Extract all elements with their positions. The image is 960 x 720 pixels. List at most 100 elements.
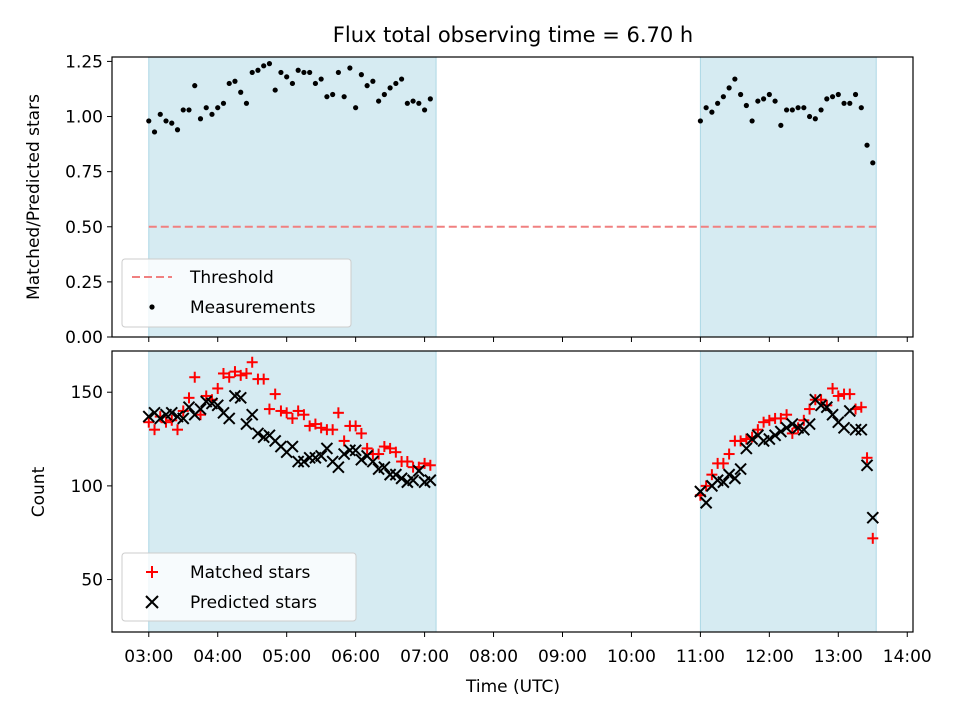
measurement-point xyxy=(806,113,813,120)
measurement-point xyxy=(318,76,324,82)
predicted-marker-b xyxy=(786,417,799,431)
matched-star-marker xyxy=(781,409,793,421)
matched-star-marker xyxy=(235,369,247,381)
measurement-point xyxy=(393,80,399,87)
measurement-point xyxy=(421,107,428,113)
top-shaded-span-1 xyxy=(700,57,877,337)
x-tick-label: 08:00 xyxy=(469,647,518,667)
predicted-marker-b xyxy=(832,415,845,429)
legend-threshold-label: Threshold xyxy=(189,268,274,288)
predicted-star-marker xyxy=(378,460,391,474)
matched-star-marker xyxy=(212,382,224,394)
predicted-marker-b xyxy=(366,455,380,468)
predicted-marker-b xyxy=(332,460,345,474)
measurement-point xyxy=(387,85,393,91)
matched-star-marker xyxy=(775,412,787,424)
matched-star-marker xyxy=(827,382,839,394)
predicted-marker-b xyxy=(245,408,259,421)
measurement-point xyxy=(772,98,778,104)
predicted-star-marker xyxy=(223,412,236,425)
predicted-star-marker xyxy=(837,421,851,435)
predicted-star-marker xyxy=(366,455,380,468)
measurement-point xyxy=(427,96,433,102)
legend-measurements-swatch xyxy=(149,304,155,310)
matched-star-marker xyxy=(355,427,367,439)
measurement-point xyxy=(749,118,755,124)
matched-star-marker xyxy=(361,442,373,454)
matched-star-marker xyxy=(758,416,770,428)
predicted-star-marker xyxy=(332,460,345,474)
predicted-star-marker xyxy=(768,429,782,442)
predicted-marker-b xyxy=(291,455,305,468)
matched-star-marker xyxy=(424,459,436,471)
measurement-point xyxy=(795,105,801,111)
measurement-point xyxy=(864,142,870,148)
predicted-marker-b xyxy=(768,429,782,442)
matched-star-marker xyxy=(327,424,339,436)
predicted-marker-b xyxy=(763,432,776,446)
measurement-point xyxy=(307,69,313,76)
predicted-star-marker xyxy=(245,408,259,421)
x-tick-label: 03:00 xyxy=(124,647,173,667)
matched-star-marker xyxy=(384,442,396,454)
top-y-tick-label: 0.00 xyxy=(65,328,103,348)
measurement-point xyxy=(829,94,836,100)
matched-star-marker xyxy=(786,427,798,439)
measurement-point xyxy=(238,89,244,95)
predicted-marker-b xyxy=(205,397,219,410)
x-tick-label: 13:00 xyxy=(814,647,863,667)
matched-star-marker xyxy=(183,392,195,404)
matched-star-marker xyxy=(763,414,775,426)
measurement-point xyxy=(416,100,422,106)
measurement-point xyxy=(738,91,744,98)
predicted-star-marker xyxy=(177,412,190,425)
matched-star-marker xyxy=(861,452,873,464)
x-tick-label: 09:00 xyxy=(538,647,587,667)
predicted-marker-b xyxy=(360,449,374,463)
predicted-star-marker xyxy=(343,444,357,457)
predicted-star-marker xyxy=(291,455,305,468)
matched-star-marker xyxy=(217,367,229,379)
predicted-star-marker xyxy=(182,400,196,414)
predicted-star-marker xyxy=(774,425,788,438)
predicted-star-marker xyxy=(314,449,328,463)
bottom-y-tick-label: 150 xyxy=(71,383,103,403)
measurement-point xyxy=(186,107,192,113)
measurement-point xyxy=(789,107,795,113)
measurement-point xyxy=(697,118,703,124)
measurement-point xyxy=(209,111,215,117)
matched-star-marker xyxy=(378,441,390,453)
predicted-marker-b xyxy=(378,460,391,474)
legend-matched-swatch xyxy=(146,566,158,578)
measurement-point xyxy=(376,98,382,104)
predicted-marker-b xyxy=(711,474,724,487)
measurement-point xyxy=(157,111,163,117)
predicted-marker-b xyxy=(814,399,828,412)
matched-star-marker xyxy=(350,420,362,432)
matched-star-marker xyxy=(269,388,281,400)
x-tick-label: 11:00 xyxy=(676,647,725,667)
predicted-marker-b xyxy=(424,474,437,487)
measurement-point xyxy=(743,102,749,109)
chart-title: Flux total observing time = 6.70 h xyxy=(333,23,693,47)
measurement-point xyxy=(841,100,847,106)
predicted-marker-b xyxy=(389,468,403,481)
predicted-marker-b xyxy=(171,410,184,423)
legend-predicted-label: Predicted stars xyxy=(190,593,317,613)
measurement-point xyxy=(266,61,273,67)
predicted-star-marker xyxy=(154,412,167,425)
matched-star-marker xyxy=(292,405,304,417)
predicted-star-marker xyxy=(786,417,799,431)
predicted-star-marker xyxy=(320,442,334,455)
top-y-tick-label: 1.00 xyxy=(65,108,103,128)
predicted-star-marker xyxy=(722,468,736,481)
measurement-point xyxy=(353,105,359,111)
matched-star-marker xyxy=(309,418,321,430)
predicted-marker-b xyxy=(406,474,420,487)
measurement-point xyxy=(197,116,204,122)
matched-star-marker xyxy=(166,414,178,426)
matched-star-marker xyxy=(172,424,184,436)
bottom-y-axis-label: Count xyxy=(29,466,49,517)
measurement-point xyxy=(783,107,790,113)
